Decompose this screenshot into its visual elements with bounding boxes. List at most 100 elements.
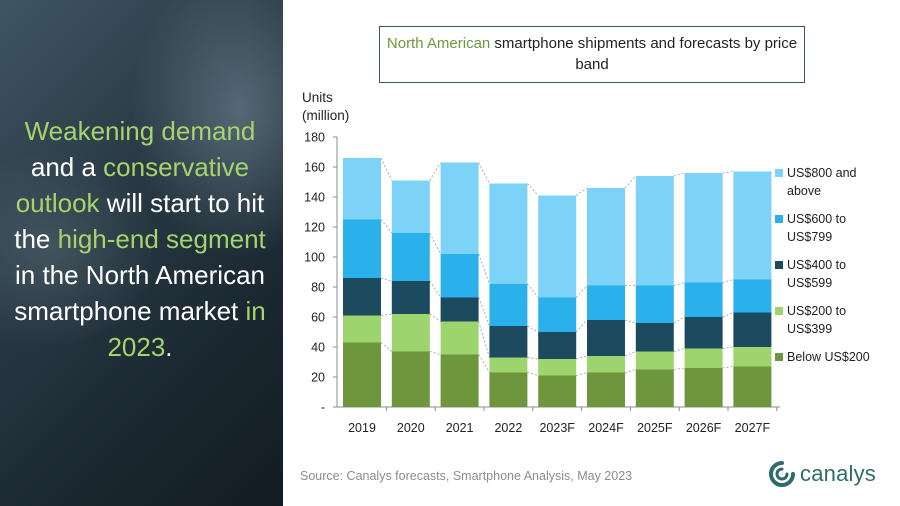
chart-title-accent: North American — [386, 35, 491, 52]
bar-segment — [684, 317, 723, 349]
bar-segment — [733, 347, 772, 367]
series-connector — [478, 297, 490, 327]
bar-segment — [489, 357, 528, 373]
source-note: Source: Canalys forecasts, Smartphone An… — [300, 469, 633, 483]
series-connector — [380, 277, 392, 282]
bar-segment — [635, 176, 674, 286]
bar-segment — [440, 254, 479, 298]
x-tick-label: 2021 — [446, 421, 474, 435]
legend-swatch — [775, 215, 783, 223]
background-glow — [130, 0, 283, 260]
series-connector — [380, 342, 393, 352]
series-connector — [624, 369, 636, 373]
series-connector — [429, 162, 441, 181]
legend-label: US$599 — [787, 276, 832, 290]
bar-segment — [343, 315, 381, 343]
bar-segment — [343, 158, 381, 220]
headline-segment: . — [165, 332, 173, 362]
canalys-logo-icon — [769, 461, 795, 487]
headline-text: Weakening demand and a conservative outl… — [6, 113, 274, 365]
y-tick-label: 40 — [311, 341, 325, 355]
headline-highlight: high-end segment — [57, 224, 266, 254]
bar-segment — [733, 279, 772, 313]
legend-swatch — [775, 169, 783, 177]
y-axis-title: Units — [302, 90, 333, 105]
canalys-logo: canalys — [768, 459, 876, 489]
x-tick-label: 2023F — [539, 421, 575, 435]
series-connector — [722, 171, 734, 174]
series-connector — [575, 285, 588, 298]
bar-segment — [684, 348, 723, 368]
bar-segment — [391, 281, 430, 314]
y-tick-label: 80 — [311, 281, 325, 295]
bar-segment — [343, 219, 381, 278]
bar-segment — [538, 297, 577, 332]
series-connector — [722, 312, 734, 318]
bar-segment — [635, 323, 674, 352]
chart-title-rest: smartphone shipments and forecasts by pr… — [490, 35, 798, 73]
series-connector — [673, 367, 685, 370]
background-glow — [0, 150, 160, 350]
y-tick-label: 20 — [311, 371, 325, 385]
y-tick-label: - — [321, 401, 325, 415]
x-tick-label: 2026F — [686, 421, 722, 435]
bar-segment — [440, 162, 479, 254]
bar-segment — [635, 285, 674, 323]
series-connector — [429, 280, 441, 298]
series-connector — [429, 351, 441, 355]
series-connector — [673, 172, 685, 177]
bar-segment — [343, 342, 381, 407]
series-connector — [576, 355, 588, 360]
series-connector — [527, 325, 539, 333]
legend-label: US$800 and — [787, 166, 857, 180]
series-connector — [478, 354, 490, 373]
legend-label: US$799 — [787, 230, 832, 244]
bar-segment — [489, 284, 528, 326]
bar-segment — [587, 285, 625, 320]
x-tick-label: 2024F — [588, 421, 624, 435]
bar-segment — [391, 180, 430, 233]
series-connector — [429, 313, 441, 322]
series-connector — [429, 232, 441, 255]
y-tick-label: 100 — [304, 251, 325, 265]
series-connector — [478, 253, 490, 285]
bar-segment — [733, 312, 772, 347]
headline-highlight: conservative outlook — [15, 152, 250, 218]
y-tick-label: 120 — [304, 221, 325, 235]
headline-segment: and a — [30, 152, 104, 182]
bar-segment — [635, 369, 674, 407]
bar-segment — [391, 314, 430, 352]
series-connector — [624, 319, 636, 324]
series-connector — [478, 162, 490, 184]
canalys-logo-text: canalys — [800, 461, 876, 486]
bar-segment — [587, 188, 625, 286]
headline-highlight: Weakening demand — [24, 116, 256, 146]
legend-swatch — [775, 353, 783, 361]
series-connector — [527, 372, 539, 376]
series-connector — [380, 157, 393, 181]
series-connector — [624, 351, 636, 357]
headline-panel: Weakening demand and a conservative outl… — [0, 0, 283, 506]
series-connector — [722, 279, 734, 283]
bar-segment — [587, 320, 625, 356]
bar-segment — [733, 171, 772, 280]
series-connector — [380, 219, 393, 234]
bar-segment — [538, 359, 577, 376]
bar-segment — [489, 372, 528, 407]
x-tick-label: 2022 — [494, 421, 522, 435]
bar-segment — [684, 173, 723, 283]
series-connector — [527, 283, 539, 298]
bar-segment — [440, 321, 479, 355]
series-connector — [722, 366, 734, 369]
headline-segment: will start to hit the — [14, 188, 265, 254]
bar-segment — [440, 354, 479, 407]
bar-segment — [343, 278, 381, 316]
series-connector — [673, 282, 685, 286]
series-connector — [380, 313, 392, 316]
bar-segment — [489, 326, 528, 358]
bar-segment — [587, 372, 625, 407]
bar-segment — [684, 282, 723, 317]
series-connector — [673, 316, 685, 324]
bar-segment — [391, 351, 430, 407]
series-connector — [575, 187, 588, 196]
